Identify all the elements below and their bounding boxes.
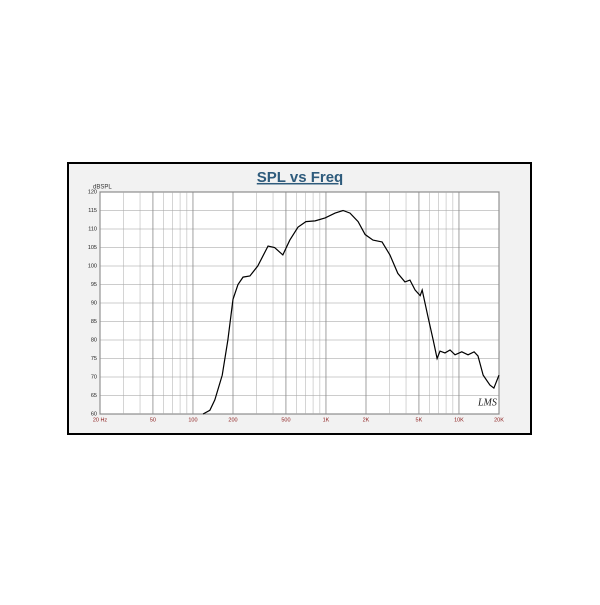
y-tick-label: 85	[91, 319, 97, 325]
x-tick-label: 20 Hz	[93, 417, 108, 423]
y-tick-label: 75	[91, 356, 97, 362]
y-tick-label: 60	[91, 411, 97, 417]
y-tick-label: 95	[91, 282, 97, 288]
spl-line	[202, 209, 500, 415]
x-tick-label: 2K	[363, 417, 370, 423]
x-tick-label: 200	[228, 417, 237, 423]
y-tick-label: 80	[91, 337, 97, 343]
y-tick-label: 105	[88, 245, 97, 251]
annotation: LMS	[477, 397, 497, 408]
x-tick-label: 1K	[323, 417, 330, 423]
y-tick-label: 70	[91, 374, 97, 380]
x-tick-label: 20K	[494, 417, 504, 423]
y-tick-label: 100	[88, 263, 97, 269]
x-tick-label: 10K	[454, 417, 464, 423]
y-tick-label: 115	[88, 208, 97, 214]
x-tick-label: 50	[150, 417, 156, 423]
x-tick-label: 5K	[416, 417, 423, 423]
chart-title: SPL vs Freq	[257, 169, 343, 186]
y-tick-label: 65	[91, 393, 97, 399]
y-tick-label: 90	[91, 300, 97, 306]
y-tick-label: 120	[88, 189, 97, 195]
y-axis-label: dBSPL	[93, 185, 112, 191]
x-tick-label: 100	[188, 417, 197, 423]
y-tick-label: 110	[88, 226, 97, 232]
x-tick-label: 500	[281, 417, 290, 423]
